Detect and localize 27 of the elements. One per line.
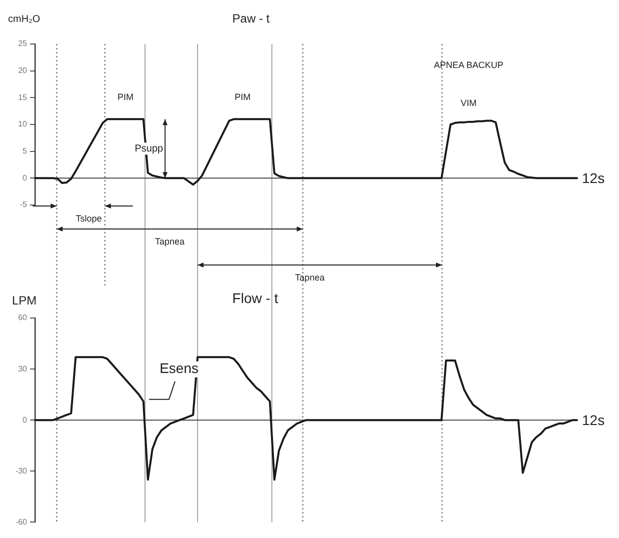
annotation: PIM [234,92,251,102]
y-tick-label: 30 [18,364,28,374]
y-tick-label: 20 [18,66,28,76]
y-tick-label: -5 [20,200,28,210]
text: 12s [582,170,605,186]
y-tick-label: 0 [22,173,28,182]
annotation: APNEA BACKUP [434,60,504,70]
y-tick-label: 60 [18,313,28,322]
text: Tslope [76,213,102,224]
y-tick-label: 25 [18,39,28,48]
chart-title: Flow - t [232,290,278,306]
y-tick-label: 0 [22,415,28,424]
annotation: Psupp [134,143,164,154]
y-tick-label: 10 [18,120,28,129]
text: Tapnea [154,236,184,246]
chart-title: Paw - t [232,11,270,26]
y-axis-title: cmH₂O [8,14,40,25]
annotation: Esens [160,360,198,376]
annotation: VIM [460,98,477,108]
y-tick-label: 5 [22,146,28,156]
annotation: PIM [118,92,134,102]
y-tick-label: 15 [18,92,28,102]
y-tick-label: -60 [15,517,28,526]
y-tick-label: -30 [15,466,28,476]
y-axis-title: LPM [12,293,37,308]
text: Tapnea [295,272,325,282]
text: 12s [582,412,605,428]
